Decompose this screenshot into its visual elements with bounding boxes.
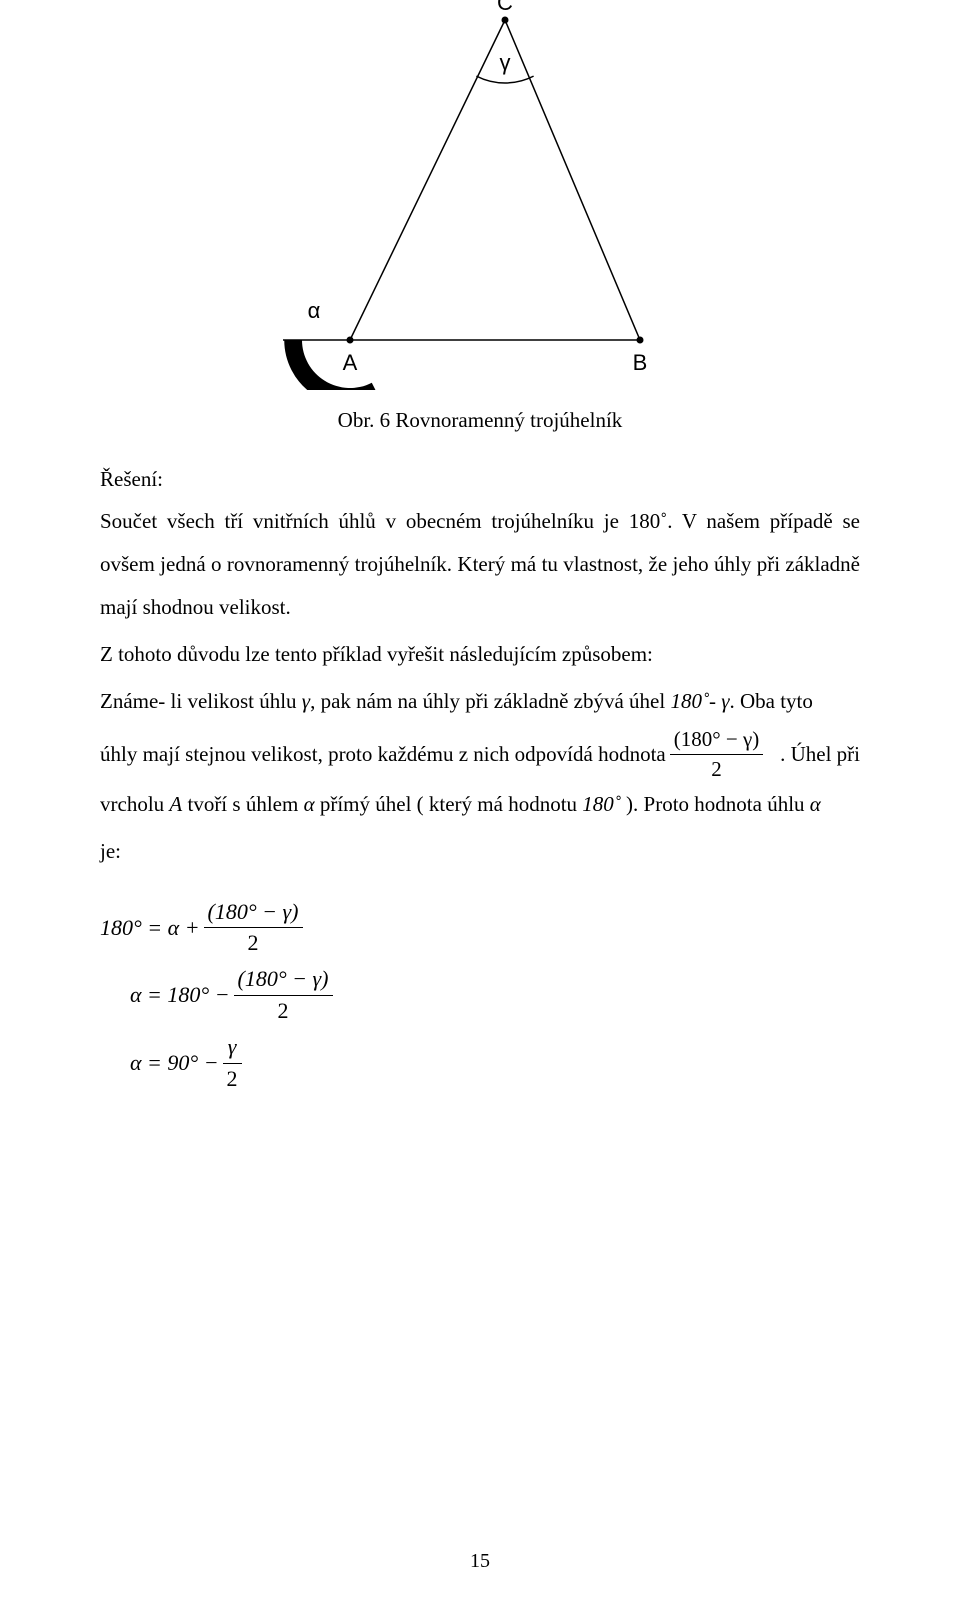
p3-mid: , pak nám na úhly při základně zbývá úhe… xyxy=(310,689,670,713)
eq2-den: 2 xyxy=(234,996,333,1024)
eq1-lhs: 180° = α + xyxy=(100,915,200,941)
svg-text:B: B xyxy=(633,350,648,375)
eq1-den: 2 xyxy=(204,928,303,956)
paragraph-5: vrcholu A tvoří s úhlem α přímý úhel ( k… xyxy=(100,783,860,826)
paragraph-1: Součet všech tří vnitřních úhlů v obecné… xyxy=(100,500,860,629)
vertex-A: A xyxy=(169,792,182,816)
p3-lead: Známe- li velikost úhlu xyxy=(100,689,302,713)
p5-d: ). Proto hodnota úhlu xyxy=(626,792,810,816)
eq2-frac: (180° − γ) 2 xyxy=(234,966,333,1024)
paragraph-2: Z tohoto důvodu lze tento příklad vyřeši… xyxy=(100,633,860,676)
eq3-num: γ xyxy=(223,1034,242,1063)
alpha-1: α xyxy=(304,792,315,816)
figure-caption: Obr. 6 Rovnoramenný trojúhelník xyxy=(100,408,860,433)
frac-den: 2 xyxy=(670,755,764,782)
page-number: 15 xyxy=(0,1550,960,1573)
p5-c: přímý úhel ( který má hodnotu xyxy=(315,792,583,816)
p5-a: vrcholu xyxy=(100,792,169,816)
eq1-frac: (180° − γ) 2 xyxy=(204,899,303,957)
triangle-figure: C A Bγ α xyxy=(220,0,740,390)
equation-1: 180° = α + (180° − γ) 2 xyxy=(100,899,860,957)
svg-text:C: C xyxy=(497,0,513,15)
eq3-den: 2 xyxy=(223,1064,242,1092)
figure-container: C A Bγ α xyxy=(100,0,860,390)
eq2-lhs: α = 180° − xyxy=(130,982,230,1008)
p5-180: 180˚ xyxy=(582,792,626,816)
alpha-2: α xyxy=(810,792,821,816)
solution-heading: Řešení: xyxy=(100,467,860,492)
paragraph-4-line: úhly mají stejnou velikost, proto každém… xyxy=(100,727,860,782)
eq3-frac: γ 2 xyxy=(223,1034,242,1092)
gamma-symbol: γ xyxy=(302,689,310,713)
eq1-num: (180° − γ) xyxy=(204,899,303,928)
p4-tail: . Úhel při xyxy=(770,733,860,776)
eq3-lhs: α = 90° − xyxy=(130,1050,219,1076)
p4-lead: úhly mají stejnou velikost, proto každém… xyxy=(100,733,666,776)
equation-3: α = 90° − γ 2 xyxy=(100,1034,860,1092)
eq2-num: (180° − γ) xyxy=(234,966,333,995)
p3-tail: . Oba tyto xyxy=(729,689,812,713)
svg-text:α: α xyxy=(308,298,321,323)
svg-text:A: A xyxy=(343,350,358,375)
paragraph-3: Známe- li velikost úhlu γ, pak nám na úh… xyxy=(100,680,860,723)
equations: 180° = α + (180° − γ) 2 α = 180° − (180°… xyxy=(100,899,860,1092)
inline-fraction: (180° − γ) 2 xyxy=(670,727,764,782)
svg-text:γ: γ xyxy=(500,50,511,75)
frac-num: (180° − γ) xyxy=(670,727,764,755)
p3-expr: 180˚- γ xyxy=(670,689,729,713)
page: C A Bγ α Obr. 6 Rovnoramenný trojúhelník Ře… xyxy=(0,0,960,1597)
paragraph-6: je: xyxy=(100,830,860,873)
p5-b: tvoří s úhlem xyxy=(182,792,303,816)
equation-2: α = 180° − (180° − γ) 2 xyxy=(100,966,860,1024)
